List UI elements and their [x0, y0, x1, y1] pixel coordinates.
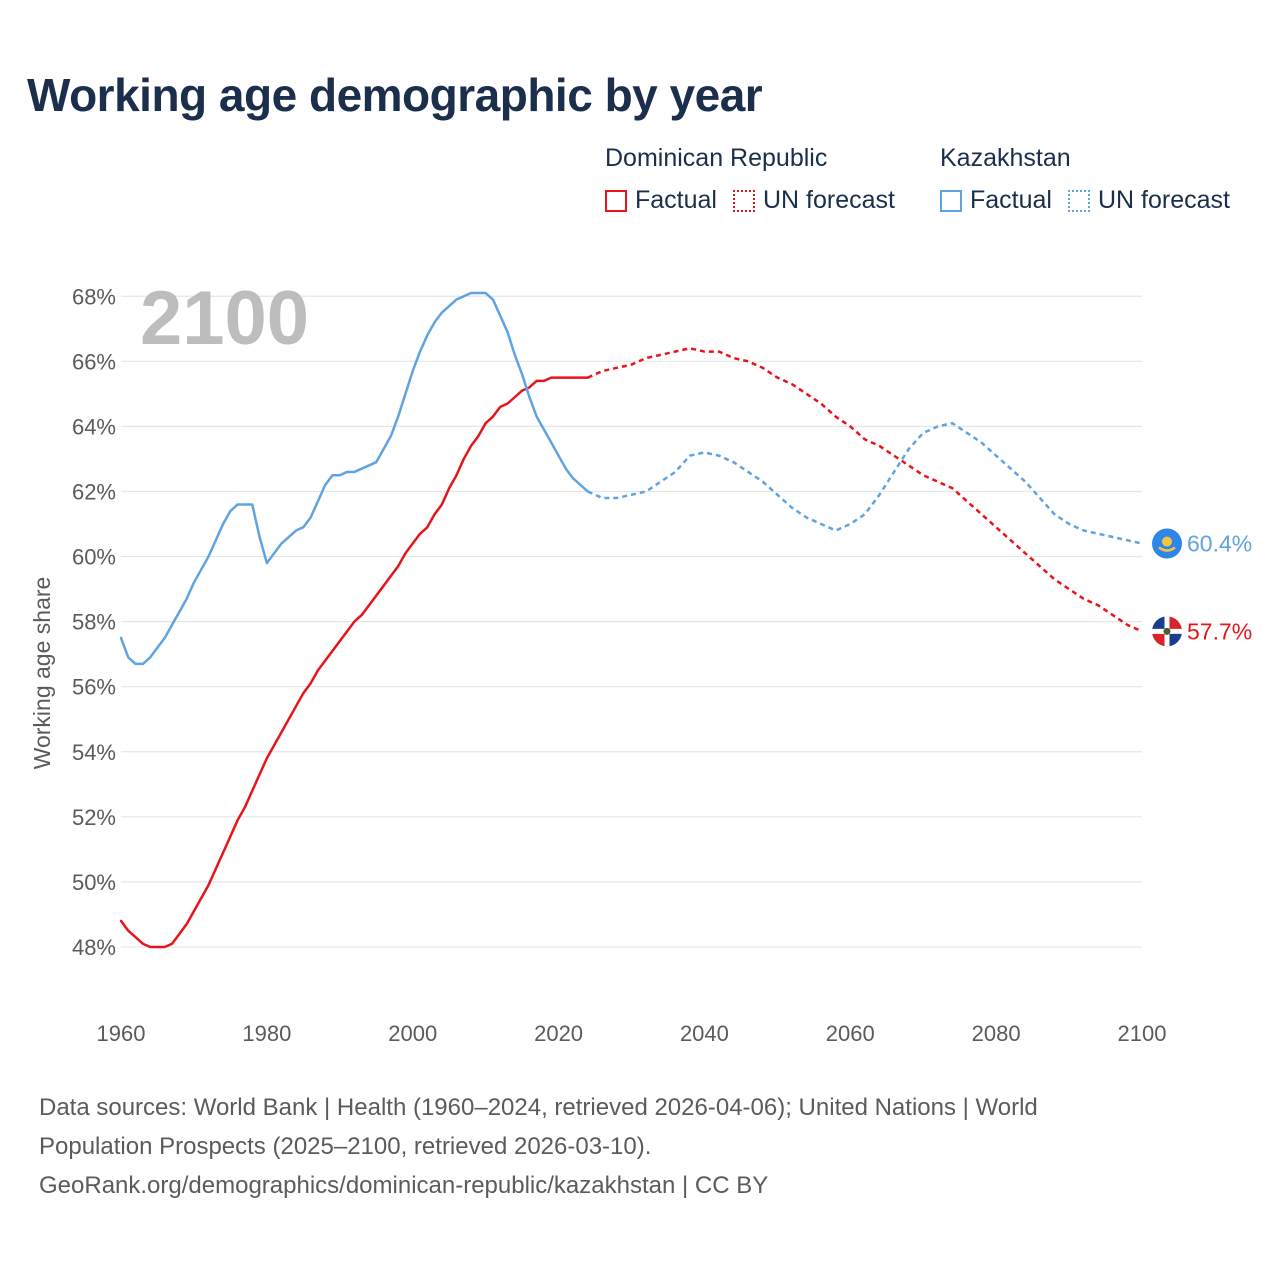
footer-line-3: GeoRank.org/demographics/dominican-repub…	[39, 1172, 769, 1199]
series-line-dominican-factual	[119, 376, 589, 949]
y-tick-label: 48%	[72, 935, 116, 960]
current-year-label: 2100	[140, 276, 309, 361]
x-tick-label: 2080	[972, 1021, 1021, 1046]
legend-swatch-kazakhstan-factual	[940, 189, 962, 212]
y-tick-label: 58%	[72, 610, 116, 635]
legend-swatch-dominican-forecast	[732, 189, 755, 212]
legend-heading-kazakhstan: Kazakhstan	[940, 144, 1071, 172]
kazakhstan-flag-sun	[1162, 536, 1172, 547]
legend-label-kazakhstan-forecast: UN forecast	[1097, 186, 1230, 214]
legend-heading-dominican-republic: Dominican Republic	[605, 144, 828, 172]
legend-label-kazakhstan-factual: Factual	[970, 186, 1052, 214]
y-tick-label: 62%	[72, 479, 116, 504]
legend-label-dominican-forecast: UN forecast	[762, 186, 895, 214]
footer-line-1: Data sources: World Bank | Health (1960–…	[39, 1094, 1038, 1121]
x-tick-label: 2000	[388, 1021, 437, 1046]
series-line-dominican-forecast	[587, 347, 1143, 633]
legend-item-dominican-factual[interactable]: Factual	[605, 186, 717, 215]
legend-item-dominican-forecast[interactable]: UN forecast	[732, 186, 895, 215]
dominican-flag-emblem	[1163, 627, 1171, 635]
legend-dominican-republic: Dominican Republic Factual UN forecast	[605, 144, 911, 215]
end-value-label-dominican: 57.7%	[1187, 618, 1252, 644]
y-tick-label: 52%	[72, 805, 116, 830]
y-tick-label: 68%	[72, 284, 116, 309]
y-tick-label: 66%	[72, 349, 116, 374]
series-line-kazakhstan-forecast	[587, 421, 1143, 545]
legend-item-kazakhstan-factual[interactable]: Factual	[940, 186, 1052, 215]
y-tick-label: 60%	[72, 545, 116, 570]
x-tick-label: 1960	[97, 1021, 146, 1046]
y-tick-label: 50%	[72, 870, 116, 895]
legend-swatch-kazakhstan-forecast	[1067, 189, 1090, 212]
legend-kazakhstan: Kazakhstan Factual UN forecast	[940, 144, 1246, 215]
chart-title: Working age demographic by year	[27, 69, 763, 121]
dominican-flag-quadrant-tr	[1167, 616, 1182, 632]
kazakhstan-flag-eagle	[1158, 546, 1176, 552]
y-tick-label: 56%	[72, 675, 116, 700]
series-line-kazakhstan-factual	[119, 291, 589, 666]
x-tick-label: 2060	[826, 1021, 875, 1046]
end-value-label-kazakhstan: 60.4%	[1187, 531, 1252, 557]
footer-line-2: Population Prospects (2025–2100, retriev…	[39, 1133, 652, 1160]
x-tick-label: 2100	[1118, 1021, 1167, 1046]
dominican-flag-quadrant-tl	[1152, 616, 1167, 632]
dominican-flag-quadrant-bl	[1152, 631, 1167, 647]
x-tick-label: 2040	[680, 1021, 729, 1046]
y-tick-label: 64%	[72, 414, 116, 439]
footer-sources: Data sources: World Bank | Health (1960–…	[39, 1088, 1219, 1205]
y-axis-label: Working age share	[29, 577, 55, 770]
x-tick-label: 2020	[534, 1021, 583, 1046]
legend-label-dominican-factual: Factual	[635, 186, 717, 214]
dominican-flag-quadrant-br	[1167, 631, 1182, 647]
y-tick-label: 54%	[72, 740, 116, 765]
legend-item-kazakhstan-forecast[interactable]: UN forecast	[1067, 186, 1230, 215]
legend-swatch-dominican-factual	[605, 189, 627, 212]
x-tick-label: 1980	[242, 1021, 291, 1046]
